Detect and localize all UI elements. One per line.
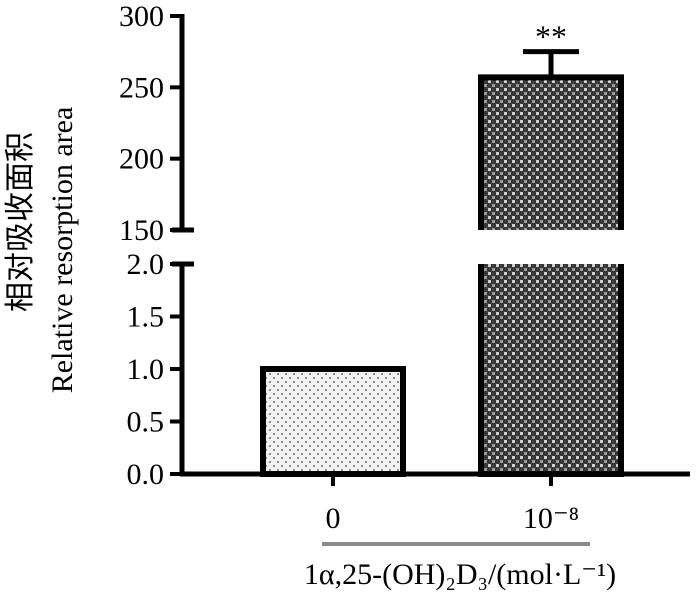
x-tick-label-1: 10⁻⁸ [523, 502, 579, 535]
x-axis-title: 1α,25-(OH)₂D₃/(mol·L⁻¹) [304, 558, 616, 591]
y-upper-tick-label-3: 300 [119, 0, 164, 33]
y-upper-tick-label-2: 250 [119, 71, 164, 104]
y-upper-tick-label-0: 150 [119, 214, 164, 247]
y-lower-tick-label-3: 1.5 [127, 301, 165, 334]
x-ticks: 0 10⁻⁸ [326, 474, 579, 535]
significance-label-1: ** [535, 19, 567, 55]
x-tick-label-0: 0 [326, 502, 341, 535]
bar-outline-1-upper [478, 74, 624, 230]
y-lower-tick-label-4: 2.0 [127, 248, 165, 281]
bar-1-upper [481, 77, 621, 230]
y-axis-title-english: Relative resorption area [46, 107, 79, 394]
y-lower-tick-label-0: 0.0 [127, 458, 165, 491]
y-lower-tick-label-2: 1.0 [127, 353, 165, 386]
bar-1-lower [481, 264, 621, 474]
y-lower-tick-label-1: 0.5 [127, 406, 165, 439]
y-upper-tick-label-1: 200 [119, 143, 164, 176]
bar-0 [263, 369, 403, 474]
y-ticks-lower: 0.0 0.5 1.0 1.5 2.0 [127, 248, 182, 491]
bars-group: ** [260, 19, 624, 477]
y-ticks-upper: 150 200 250 300 [119, 0, 182, 247]
y-axis-title-chinese: 相对吸收面积 [4, 132, 37, 312]
x-axis-group-underline [322, 542, 590, 546]
